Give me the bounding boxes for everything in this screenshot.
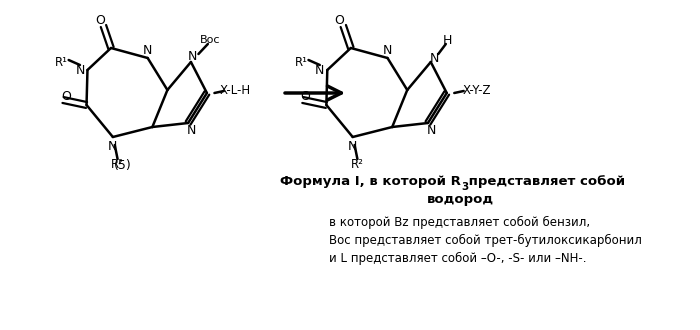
Text: R¹: R¹ <box>55 55 68 69</box>
Text: (5): (5) <box>113 158 131 172</box>
Text: X-L-H: X-L-H <box>220 84 251 97</box>
Text: Boc: Boc <box>199 35 220 45</box>
Text: R²: R² <box>351 158 364 172</box>
Text: N: N <box>430 51 439 64</box>
Text: N: N <box>348 141 358 153</box>
Text: O: O <box>94 14 104 26</box>
Text: водород: водород <box>427 193 494 207</box>
Text: N: N <box>188 50 197 62</box>
Text: и L представляет собой –O-, -S- или –NH-.: и L представляет собой –O-, -S- или –NH-… <box>329 251 587 265</box>
Text: в которой Bz представляет собой бензил,: в которой Bz представляет собой бензил, <box>329 215 590 229</box>
Text: N: N <box>108 141 118 153</box>
Text: R²: R² <box>111 158 124 172</box>
Text: R¹: R¹ <box>295 55 307 69</box>
Text: H: H <box>443 34 452 47</box>
Text: представляет собой: представляет собой <box>463 176 625 188</box>
Text: N: N <box>187 124 197 138</box>
Text: N: N <box>427 124 436 138</box>
Text: N: N <box>383 44 392 56</box>
Text: O: O <box>301 90 311 104</box>
Text: N: N <box>315 63 325 77</box>
Text: O: O <box>61 90 71 104</box>
Text: N: N <box>143 44 153 56</box>
Text: X-Y-Z: X-Y-Z <box>463 84 491 97</box>
Text: Формула I, в которой R: Формула I, в которой R <box>280 176 461 188</box>
Text: N: N <box>76 63 85 77</box>
Text: Boc представляет собой трет-бутилоксикарбонил: Boc представляет собой трет-бутилоксикар… <box>329 233 642 247</box>
Text: O: O <box>335 14 344 26</box>
Text: 3: 3 <box>461 182 468 192</box>
